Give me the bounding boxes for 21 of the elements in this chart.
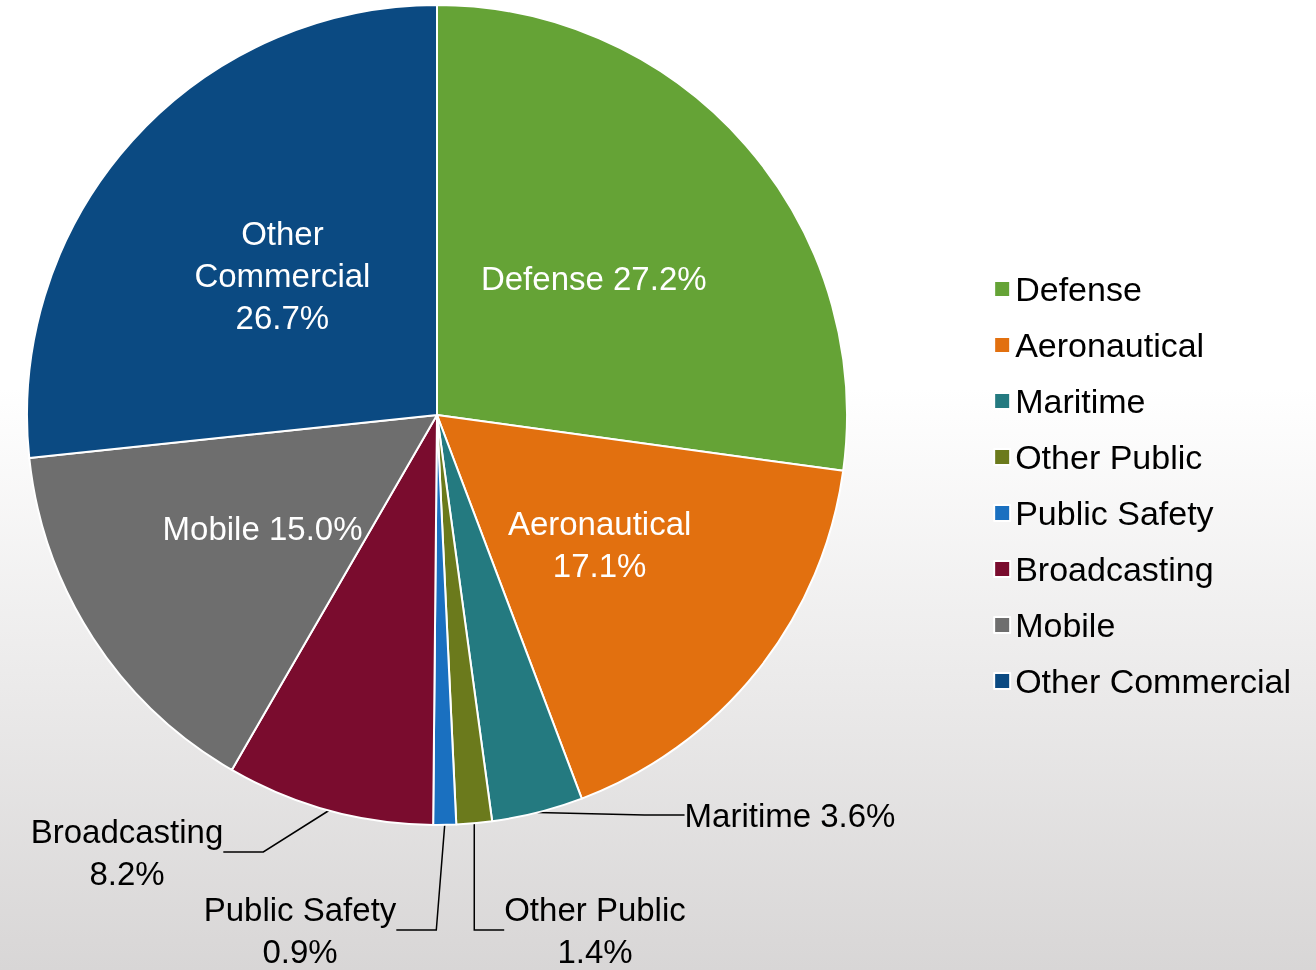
slice-label: Public Safety [203,890,397,928]
data-label: 1.4% [557,932,633,970]
category-label: Maritime 3.6% [684,796,896,834]
slice-label: Aeronautical [507,505,692,543]
legend-label: Aeronautical [1015,326,1205,364]
legend-label: Mobile [1015,606,1116,644]
data-label: 0.9% [262,932,338,970]
data-label: 8.2% [89,854,165,892]
legend-label: Other Public [1015,438,1203,476]
data-label: 26.7% [235,299,330,337]
legend-label: Maritime [1015,382,1146,420]
legend-label: Public Safety [1015,494,1214,532]
category-label: Mobile 15.0% [162,509,363,547]
data-label: 17.1% [552,547,647,585]
legend-label: Other Commercial [1015,662,1292,700]
category-label: Defense 27.2% [480,259,707,297]
legend-label: Defense [1015,270,1142,308]
slice-label: Other Public [504,890,686,928]
legend-label: Broadcasting [1015,550,1214,588]
slice-label: Broadcasting [30,812,224,850]
slice-label: Other Commercial [194,215,371,295]
